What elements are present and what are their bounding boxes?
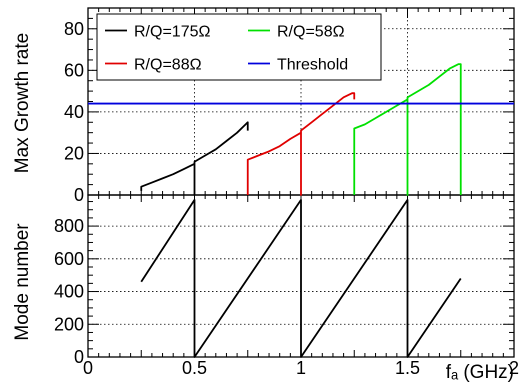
bottom-ytick-label-0: 0 bbox=[74, 347, 84, 367]
top-series-2-line bbox=[353, 63, 462, 196]
legend: R/Q=175Ω R/Q=58Ω R/Q=88Ω Threshold bbox=[96, 13, 382, 81]
bottom-xlabel: fₐ (GHz) bbox=[446, 362, 514, 383]
legend-label-2: R/Q=58Ω bbox=[277, 24, 345, 41]
top-ytick-label-4: 80 bbox=[64, 19, 84, 39]
legend-box bbox=[96, 13, 382, 81]
xtick-label-1: 0.5 bbox=[182, 358, 207, 378]
bottom-ytick-label-4: 800 bbox=[54, 216, 84, 236]
top-ytick-label-0: 0 bbox=[74, 185, 84, 205]
top-series-0-line bbox=[140, 121, 249, 196]
xtick-label-2: 1 bbox=[296, 358, 306, 378]
bottom-series-0-line bbox=[140, 199, 462, 358]
legend-label-3: Threshold bbox=[277, 57, 348, 74]
top-series-1-line bbox=[246, 92, 356, 196]
legend-label-0: R/Q=175Ω bbox=[134, 24, 210, 41]
legend-label-1: R/Q=88Ω bbox=[134, 57, 202, 74]
xtick-label-0: 0 bbox=[83, 358, 93, 378]
top-ylabel: Max Growth rate bbox=[12, 33, 33, 173]
top-ytick-label-1: 20 bbox=[64, 143, 84, 163]
xtick-label-3: 1.5 bbox=[395, 358, 420, 378]
bottom-ytick-label-1: 200 bbox=[54, 314, 84, 334]
bottom-ylabel: Mode number bbox=[12, 223, 33, 341]
bottom-ytick-label-3: 600 bbox=[54, 249, 84, 269]
top-ytick-label-2: 40 bbox=[64, 102, 84, 122]
top-ytick-label-3: 60 bbox=[64, 60, 84, 80]
xtick-label-4: 2 bbox=[509, 358, 519, 378]
bottom-ytick-label-2: 400 bbox=[54, 282, 84, 302]
series-layer bbox=[88, 63, 514, 358]
